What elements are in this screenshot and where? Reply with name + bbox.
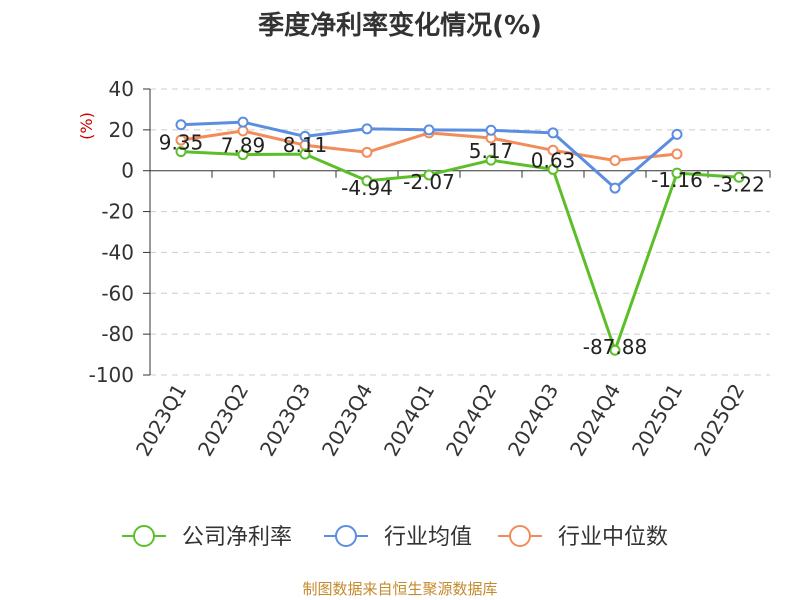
data-point bbox=[547, 127, 559, 139]
y-tick-label: -100 bbox=[89, 363, 134, 387]
data-label: 0.63 bbox=[531, 148, 576, 172]
y-tick-label: 40 bbox=[109, 77, 134, 101]
data-point bbox=[671, 128, 683, 140]
x-tick-label: 2025Q1 bbox=[627, 380, 687, 461]
x-tick-label: 2023Q4 bbox=[317, 380, 377, 461]
data-point bbox=[733, 171, 745, 183]
data-point bbox=[237, 149, 249, 161]
data-label: -4.94 bbox=[341, 176, 393, 200]
axes bbox=[143, 88, 771, 376]
data-label: -1.16 bbox=[651, 168, 703, 192]
x-tick-label: 2024Q3 bbox=[503, 380, 563, 461]
y-tick-label: -80 bbox=[101, 322, 134, 346]
data-point bbox=[547, 144, 559, 156]
data-point bbox=[671, 167, 683, 179]
x-tick-label: 2024Q2 bbox=[441, 380, 501, 461]
x-tick-label: 2023Q1 bbox=[131, 380, 191, 461]
series-points bbox=[175, 116, 745, 356]
y-tick-label: -60 bbox=[101, 281, 134, 305]
data-point bbox=[485, 154, 497, 166]
data-point bbox=[423, 169, 435, 181]
y-tick-label: 20 bbox=[109, 118, 134, 142]
data-point bbox=[423, 124, 435, 136]
source-note: 制图数据来自恒生聚源数据库 bbox=[302, 580, 497, 598]
x-tick-label: 2024Q4 bbox=[565, 380, 625, 461]
legend: 公司净利率 行业均值 行业中位数 bbox=[122, 525, 668, 550]
series-line bbox=[180, 150, 740, 352]
y-axis-label: (%) bbox=[77, 112, 96, 140]
legend-label: 行业均值 bbox=[384, 525, 472, 550]
data-point bbox=[609, 344, 621, 356]
data-point bbox=[361, 146, 373, 158]
data-point bbox=[237, 116, 249, 128]
data-point bbox=[609, 182, 621, 194]
data-point bbox=[361, 175, 373, 187]
x-tick-label: 2023Q2 bbox=[193, 380, 253, 461]
y-tick-label: 0 bbox=[121, 159, 134, 183]
y-tick-label: -40 bbox=[101, 240, 134, 264]
legend-swatch-marker bbox=[509, 525, 531, 547]
x-tick-label: 2024Q1 bbox=[379, 380, 439, 461]
data-label: 9.35 bbox=[159, 131, 204, 155]
data-point bbox=[485, 124, 497, 136]
data-point bbox=[361, 123, 373, 135]
data-point bbox=[175, 134, 187, 146]
x-tick-labels: 2023Q1 2023Q2 2023Q3 2023Q4 2024Q1 2024Q2 2024… bbox=[131, 380, 749, 461]
data-point bbox=[175, 146, 187, 158]
data-point bbox=[609, 155, 621, 166]
data-point bbox=[175, 119, 187, 131]
data-point bbox=[547, 163, 559, 175]
legend-label: 行业中位数 bbox=[558, 525, 668, 550]
data-label: -2.07 bbox=[403, 170, 455, 194]
legend-swatch-marker bbox=[133, 525, 155, 547]
data-labels: 9.35 7.89 8.11 -4.94 -2.07 5.17 0.63 -87.88 -1.1… bbox=[159, 131, 765, 360]
x-tick-label: 2023Q3 bbox=[255, 380, 315, 461]
data-point bbox=[299, 148, 311, 160]
data-label: 5.17 bbox=[469, 139, 514, 163]
data-point bbox=[299, 130, 311, 142]
y-tick-labels: 40 20 0 -20 -40 -60 -80 -100 bbox=[89, 77, 134, 387]
y-tick-label: -20 bbox=[101, 200, 134, 224]
data-point bbox=[671, 148, 683, 160]
legend-swatch-marker bbox=[335, 525, 357, 547]
data-label: -87.88 bbox=[583, 335, 647, 359]
legend-label: 公司净利率 bbox=[182, 525, 292, 550]
data-label: 7.89 bbox=[221, 134, 266, 158]
x-tick-label: 2025Q2 bbox=[689, 380, 749, 461]
chart-title: 季度净利率变化情况(%) bbox=[258, 10, 542, 41]
data-label: 8.11 bbox=[283, 133, 328, 157]
data-label: -3.22 bbox=[713, 172, 765, 196]
